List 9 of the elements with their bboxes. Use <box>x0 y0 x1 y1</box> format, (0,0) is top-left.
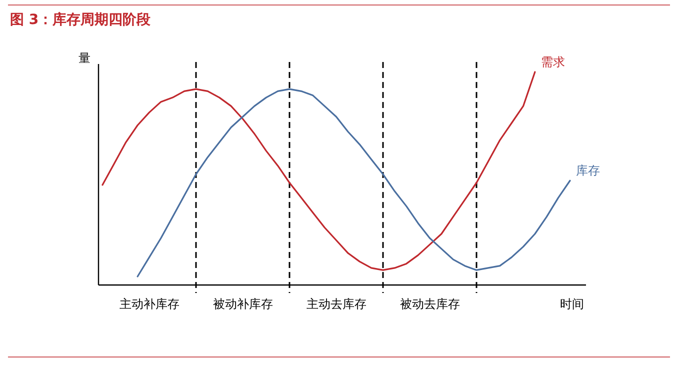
chart-title: 图 3：库存周期四阶段 <box>10 11 152 28</box>
y-axis-title: 量 <box>78 51 90 65</box>
x-tick-label: 被动去库存 <box>400 297 460 311</box>
x-tick-label: 被动补库存 <box>212 297 273 311</box>
x-tick-label: 主动补库存 <box>119 297 180 311</box>
x-axis-title: 时间 <box>560 297 584 311</box>
x-tick-label: 主动去库存 <box>306 297 366 311</box>
series-label: 库存 <box>576 164 600 178</box>
series-label: 需求 <box>540 55 565 69</box>
